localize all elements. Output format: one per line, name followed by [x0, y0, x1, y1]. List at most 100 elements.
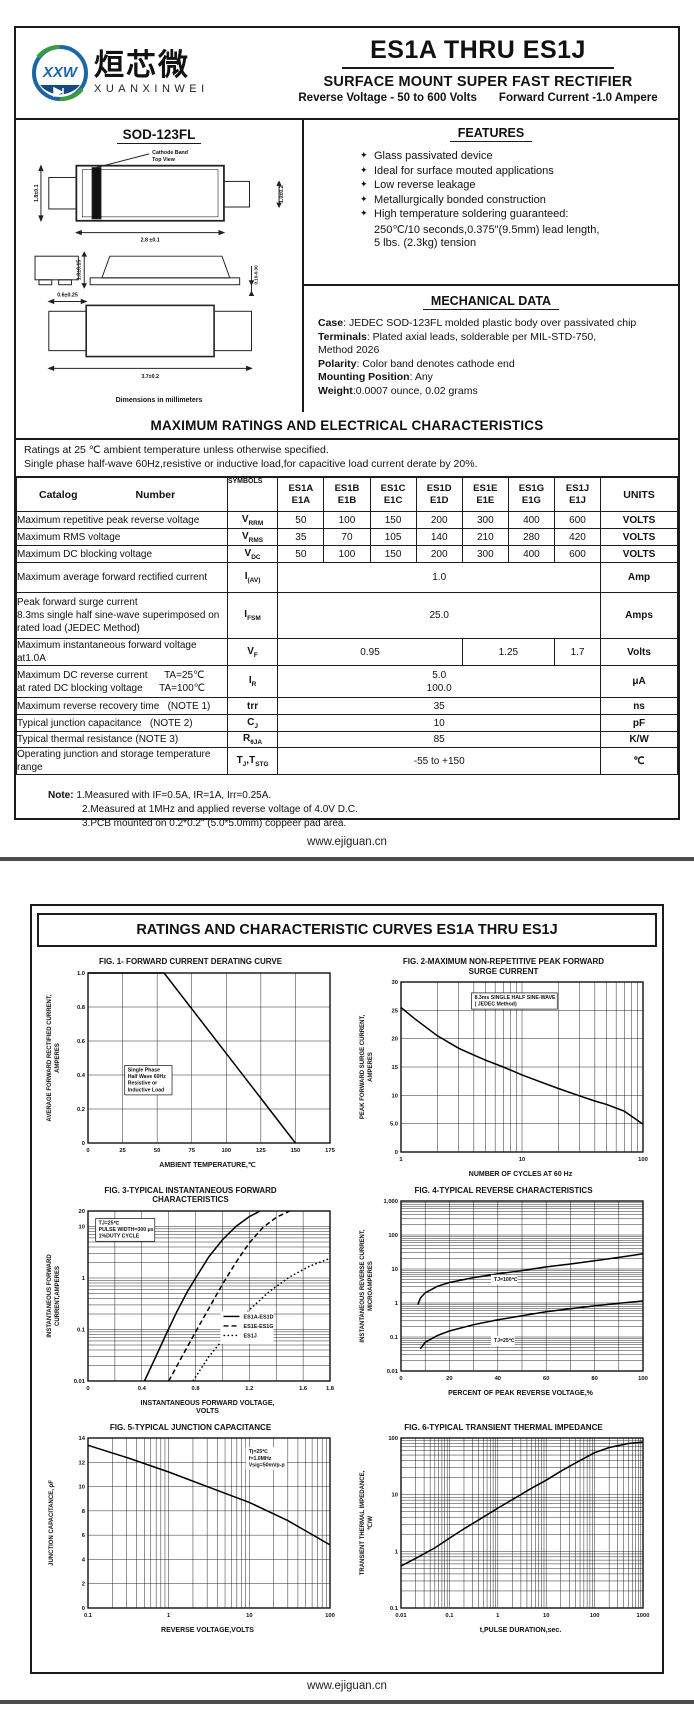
tick-labels: 0 20 40 60 80 100 0.01 0.1 1 10 100 1,000: [383, 1199, 647, 1382]
unit-cell: Amps: [600, 592, 678, 639]
device-name-top: ES1G: [518, 482, 545, 494]
number-label: Number: [135, 488, 176, 501]
series-TJ=25C: [419, 1300, 643, 1350]
annotation-text: TJ=25℃: [98, 1219, 119, 1226]
symbol-main: I: [244, 609, 248, 620]
feature-item: ✦ Glass passivated device: [360, 150, 672, 162]
svg-text:1.2: 1.2: [245, 1386, 253, 1392]
symbol-main: V: [244, 547, 252, 559]
svg-text:14: 14: [78, 1436, 85, 1442]
svg-text:1000: 1000: [636, 1613, 649, 1619]
device-name-bottom: E1A: [291, 494, 311, 506]
symbol-main: T: [236, 754, 243, 766]
value-line: 400: [523, 514, 540, 526]
parameter-label: Operating junction and storage temperatu…: [16, 747, 228, 775]
annotation-text: TJ=100℃: [493, 1276, 517, 1283]
symbol-cell: RθJA: [226, 731, 279, 748]
svg-text:20: 20: [446, 1376, 452, 1382]
unit-cell: μA: [600, 665, 678, 698]
annotation-text: Vsig=50mVp-p: [248, 1462, 284, 1468]
symbol-sub: DC: [251, 553, 261, 561]
parameter-label: Maximum DC blocking voltage: [16, 545, 228, 563]
series-derating: [87, 971, 296, 1143]
part-number-title: ES1A THRU ES1J: [342, 36, 614, 69]
svg-text:0.2: 0.2: [76, 1107, 84, 1113]
parameter-label: Maximum reverse recovery time (NOTE 1): [16, 697, 228, 715]
figure-fig3: FIG. 3-TYPICAL INSTANTANEOUS FORWARD CHAR…: [34, 1186, 347, 1417]
table-row: Peak forward surge current 8.3ms single h…: [16, 592, 678, 639]
device-column-header: ES1G E1G: [507, 477, 555, 512]
value-cell: 600: [553, 545, 602, 563]
svg-text:1: 1: [399, 1157, 403, 1163]
symbol-cell: VDC: [226, 545, 279, 563]
symbol-sub: R: [251, 681, 257, 688]
notes-section: Note: 1.Measured with IF=0.5A, IR=1A, Ir…: [16, 775, 678, 831]
x-axis-label-line: AMBIENT TEMPERATURE,℃: [159, 1161, 256, 1169]
page1-footer-url: www.ejiguan.cn: [307, 836, 387, 848]
svg-text:0.6: 0.6: [76, 1039, 85, 1045]
series-Zth: [400, 1441, 643, 1567]
grid-lines: [87, 972, 330, 1143]
value-line: 600: [569, 514, 586, 526]
symbol-cell: IFSM: [226, 592, 279, 639]
annotation-text: Inductive Load: [127, 1087, 164, 1093]
mechanical-label: Mounting Position: [318, 371, 410, 383]
annotation-text: PULSE WIDTH=300 μs: [98, 1227, 153, 1233]
annotation-text: Single Phase: [127, 1067, 159, 1073]
value-cell: 420: [553, 528, 602, 546]
svg-text:20: 20: [78, 1209, 84, 1215]
mechanical-value: : Plated axial leads, solderable per MIL…: [366, 330, 597, 343]
svg-text:150: 150: [290, 1148, 300, 1154]
symbol-main: I: [248, 675, 252, 686]
grid-lines: [400, 1437, 643, 1609]
value-cell: 150: [369, 545, 417, 563]
figure-canvas: 0.1 1 10 100 0 2 4 6 8 10 12 14 JUNCTION CAPACITANCE…: [49, 1436, 335, 1619]
feature-item: ✦ Metallurgically bonded construction: [360, 194, 672, 206]
svg-text:100: 100: [589, 1613, 599, 1619]
plot-border: [399, 1200, 644, 1372]
value-line: 200: [430, 548, 448, 560]
bullet-icon: ✦: [360, 164, 368, 175]
mechanical-data-list: Case: JEDEC SOD-123FL molded plastic bod…: [304, 310, 678, 398]
figure-canvas: 0 0.4 0.8 1.2 1.6 1.8 0.01 0.1 1 10 20 INSTANTANEOU…: [47, 1209, 335, 1392]
conditions-line-2: Single phase half-wave 60Hz,resistive or…: [24, 458, 478, 470]
parameter-label: Maximum average forward rectified curren…: [16, 562, 228, 593]
svg-text:1: 1: [167, 1613, 171, 1619]
svg-text:0.01: 0.01: [386, 1369, 398, 1375]
value-cell: 200: [415, 545, 463, 563]
svg-text:1.6: 1.6: [299, 1386, 308, 1392]
svg-text:0.8: 0.8: [76, 1005, 85, 1011]
figure-fig1: FIG. 1- FORWARD CURRENT DERATING CURVE 0 2…: [34, 957, 347, 1180]
tick-labels: 0 0.4 0.8 1.2 1.6 1.8 0.01 0.1 1 10 20: [73, 1209, 334, 1392]
x-axis-label-line: PERCENT OF PEAK REVERSE VOLTAGE,%: [448, 1390, 593, 1397]
page2-footer-url: www.ejiguan.cn: [307, 1680, 387, 1692]
max-ratings-heading: MAXIMUM RATINGS AND ELECTRICAL CHARACTER…: [16, 412, 678, 440]
value-line: 150: [384, 548, 402, 560]
annotation-text: f=1.0MHz: [248, 1456, 271, 1462]
symbol-main: C: [247, 716, 255, 728]
value-line: -55 to +150: [413, 755, 465, 767]
table-row: Maximum reverse recovery time (NOTE 1) tr…: [16, 697, 678, 715]
feature-text: 5 lbs. (2.3kg) tension: [374, 236, 477, 249]
bullet-icon: ✦: [360, 193, 368, 204]
brand-english: XUANXINWEI: [94, 83, 209, 95]
svg-text:12: 12: [78, 1460, 84, 1466]
value-cell: 200: [415, 511, 463, 529]
svg-text:0.1: 0.1: [83, 1613, 92, 1619]
device-name-top: ES1A: [288, 482, 314, 494]
svg-text:5.0: 5.0: [389, 1122, 397, 1128]
device-name-top: ES1E: [473, 482, 498, 494]
x-axis-label: INSTANTANEOUS FORWARD VOLTAGE, VOLTS: [107, 1400, 275, 1417]
symbol-sub: RMS: [248, 536, 264, 544]
figure-canvas: 0 20 40 60 80 100 0.01 0.1 1 10 100 1,000 INSTANTANE…: [360, 1199, 648, 1382]
package-and-features-row: SOD-123FL: [16, 120, 678, 412]
value-line: 420: [569, 531, 586, 543]
svg-text:1,000: 1,000: [383, 1199, 398, 1205]
mechanical-row: Terminals: Plated axial leads, solderabl…: [318, 331, 674, 345]
value-line: 100: [338, 514, 356, 526]
y-axis-label: INSTANTANEOUS FORWARD: [47, 1253, 53, 1337]
legend-label: ES1J: [243, 1333, 256, 1339]
annotation-text: 1%DUTY CYCLE: [98, 1233, 139, 1239]
annotation-text: Tj=25℃: [248, 1448, 267, 1455]
